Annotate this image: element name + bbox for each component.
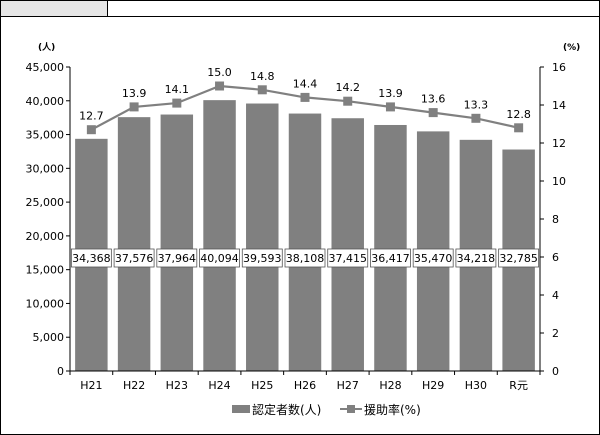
x-axis-tick-label: H28 <box>379 379 401 392</box>
bar-data-label: 38,108 <box>286 252 325 265</box>
left-axis-tick-label: 35,000 <box>26 129 65 142</box>
x-axis-tick-label: H29 <box>422 379 444 392</box>
rate-marker <box>257 85 267 95</box>
rate-data-label: 13.9 <box>378 87 403 100</box>
bar-data-label-box <box>284 248 326 268</box>
bar-data-label-box <box>370 248 411 268</box>
bar <box>117 117 151 371</box>
x-axis-tick-label: H24 <box>208 379 230 392</box>
right-axis-tick-label: 10 <box>552 175 566 188</box>
bar-data-label: 36,417 <box>371 252 410 265</box>
right-axis-tick-label: 12 <box>552 137 566 150</box>
rate-marker <box>385 102 395 112</box>
bar-data-label: 34,368 <box>72 252 111 265</box>
rate-marker <box>514 123 524 133</box>
right-axis-tick-label: 2 <box>552 327 559 340</box>
bar-data-label-box <box>70 248 112 268</box>
left-axis-tick-label: 0 <box>57 365 64 378</box>
bar-data-label: 39,593 <box>243 252 282 265</box>
x-axis-tick-label: H21 <box>80 379 102 392</box>
rate-marker <box>343 96 353 106</box>
bar-data-label: 40,094 <box>200 252 239 265</box>
left-axis-tick-label: 30,000 <box>26 162 65 175</box>
rate-data-label: 14.8 <box>250 70 275 83</box>
bar-data-label: 37,576 <box>115 252 154 265</box>
bar-data-labels: 34,368 37,576 37,964 40,094 39,593 38,108 37,4… <box>70 248 540 268</box>
rate-data-label: 13.6 <box>421 93 446 106</box>
bar-series <box>75 100 535 372</box>
bar-data-label: 34,218 <box>457 252 496 265</box>
left-axis-tick-label: 25,000 <box>26 196 65 209</box>
bar <box>288 113 322 371</box>
right-axis-unit: (%) <box>563 43 580 53</box>
left-axis-tick-label: 45,000 <box>26 61 65 74</box>
bar <box>160 114 194 371</box>
bar <box>331 118 364 371</box>
rate-data-label: 14.1 <box>165 83 190 96</box>
right-axis-tick-label: 16 <box>552 61 566 74</box>
rate-data-label: 13.3 <box>464 98 489 111</box>
bar-data-label-box <box>241 248 283 268</box>
x-axis-tick-label: H26 <box>294 379 316 392</box>
left-axis: 0 5,000 10,000 15,000 20,000 25,000 30,000 35,0… <box>26 61 71 378</box>
right-axis-tick-label: 8 <box>552 213 559 226</box>
rate-data-label: 12.8 <box>506 108 531 121</box>
rate-marker <box>428 108 438 118</box>
rate-marker <box>471 113 481 123</box>
bar <box>374 124 407 371</box>
bar-data-label-box <box>113 248 155 268</box>
rate-series: 12.7 13.9 14.1 15.0 14.8 14.4 14.2 13.9 13.6 13.3… <box>79 66 531 135</box>
legend-bar-label: 認定者数(人) <box>252 402 321 417</box>
bar-data-label-box <box>455 248 497 268</box>
x-axis-tick-label: R元 <box>509 379 528 392</box>
legend-bar-swatch <box>232 405 250 413</box>
rate-data-label: 13.9 <box>122 87 147 100</box>
header-divider <box>107 16 600 17</box>
rate-marker <box>86 125 96 135</box>
bar <box>246 103 279 372</box>
bar-data-label: 37,415 <box>328 252 367 265</box>
header-tab <box>1 1 108 17</box>
left-axis-tick-label: 5,000 <box>33 331 65 344</box>
bar-data-label: 32,785 <box>499 252 538 265</box>
bar-data-label-box <box>498 248 540 268</box>
x-axis: H21 H22 H23 H24 H25 H26 H27 H28 H29 H30 R元 <box>69 370 541 392</box>
bar <box>203 100 236 371</box>
bar-data-label-box <box>199 248 240 268</box>
bar-data-label: 37,964 <box>158 252 197 265</box>
rate-data-label: 12.7 <box>79 110 104 123</box>
bar-data-label-box <box>156 248 198 268</box>
rate-marker <box>215 81 225 91</box>
right-axis-tick-label: 0 <box>552 365 559 378</box>
legend-line-marker <box>347 405 355 413</box>
right-axis-tick-label: 4 <box>552 289 559 302</box>
x-axis-tick-label: H30 <box>465 379 487 392</box>
x-axis-tick-label: H22 <box>123 379 145 392</box>
bar-data-label-box <box>327 248 369 268</box>
rate-data-label: 14.4 <box>293 77 318 90</box>
left-axis-tick-label: 10,000 <box>26 297 65 310</box>
left-axis-tick-label: 20,000 <box>26 230 65 243</box>
rate-marker <box>300 92 310 102</box>
bar-data-label: 35,470 <box>414 252 453 265</box>
right-axis-tick-label: 6 <box>552 251 559 264</box>
legend-line-label: 援助率(%) <box>364 402 421 417</box>
right-axis-tick-label: 14 <box>552 99 566 112</box>
x-axis-tick-label: H23 <box>166 379 188 392</box>
left-axis-unit: (人) <box>38 41 55 53</box>
bar-data-label-box <box>412 248 454 268</box>
right-axis: 0 2 4 6 8 10 12 14 16 <box>539 61 566 378</box>
rate-data-label: 15.0 <box>207 66 232 79</box>
left-axis-tick-label: 15,000 <box>26 264 65 277</box>
x-axis-tick-label: H25 <box>251 379 273 392</box>
legend: 認定者数(人) 援助率(%) <box>232 402 421 417</box>
rate-marker <box>129 102 139 112</box>
rate-marker <box>172 98 182 108</box>
x-axis-tick-label: H27 <box>337 379 359 392</box>
left-axis-tick-label: 40,000 <box>26 95 65 108</box>
rate-data-label: 14.2 <box>335 81 360 94</box>
